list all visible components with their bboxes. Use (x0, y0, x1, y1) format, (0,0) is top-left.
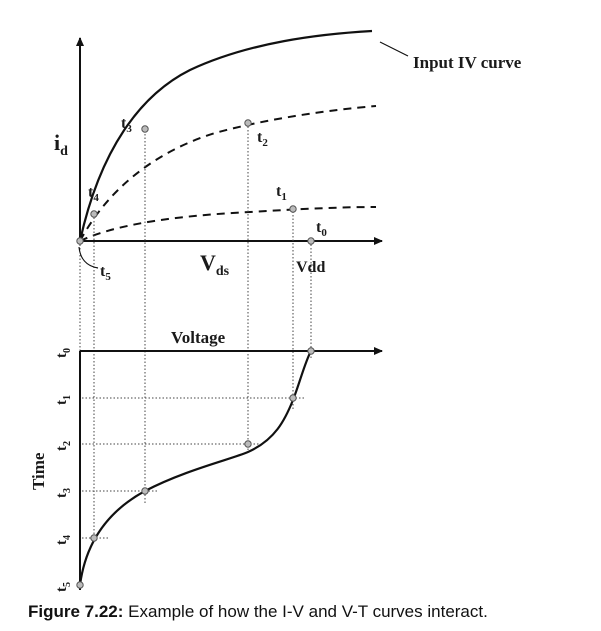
figure-caption: Figure 7.22: Example of how the I-V and … (28, 602, 488, 622)
vds-label: Vds (200, 250, 230, 279)
voltage-label: Voltage (171, 328, 226, 347)
callout-leader (379, 41, 409, 57)
time-label: Time (29, 452, 48, 490)
input-iv-curve (78, 29, 373, 242)
t5-pointer (78, 246, 99, 269)
top-points (76, 119, 315, 245)
label-t4-time: t4 (54, 535, 73, 545)
label-t5-time: t5 (54, 582, 73, 592)
caption-text: Example of how the I-V and V-T curves in… (123, 602, 488, 621)
label-t2-top: t2 (257, 129, 268, 149)
load-curve-lower (79, 206, 377, 242)
caption-figure-number: Figure 7.22: (28, 602, 124, 621)
vdd-label: Vdd (296, 259, 325, 276)
input-iv-curve-label: Input IV curve (413, 53, 522, 72)
label-t3-time: t3 (54, 488, 73, 498)
vt-curve (78, 350, 312, 586)
id-label: id (54, 130, 68, 159)
label-t2-time: t2 (54, 441, 73, 451)
label-t1-top: t1 (276, 183, 287, 203)
label-t4-top: t4 (88, 184, 99, 204)
label-t0-top: t0 (316, 219, 327, 239)
label-t5-top: t5 (100, 263, 111, 283)
label-t3-top: t3 (121, 115, 132, 135)
label-t1-time: t1 (54, 395, 73, 405)
bottom-points (76, 347, 315, 589)
label-t0-time: t0 (54, 348, 73, 358)
